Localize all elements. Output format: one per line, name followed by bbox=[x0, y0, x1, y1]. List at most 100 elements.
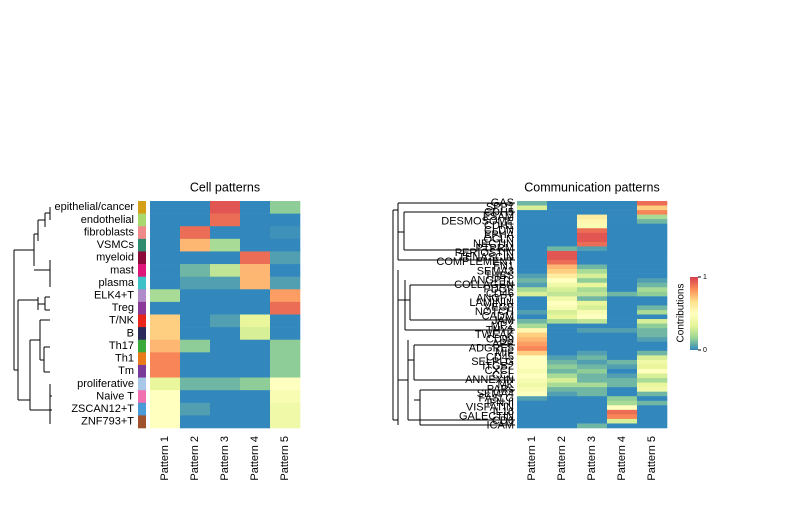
row-label: CADM bbox=[482, 311, 514, 323]
heatmap-cell bbox=[577, 232, 608, 238]
heatmap-cell bbox=[180, 213, 211, 227]
heatmap-cell bbox=[547, 273, 578, 279]
heatmap-cell bbox=[607, 201, 638, 206]
row-color bbox=[138, 314, 146, 328]
row-label: ELK4+T bbox=[94, 289, 134, 301]
row-label: TENASCIN bbox=[458, 252, 514, 264]
heatmap-cell bbox=[607, 282, 638, 288]
heatmap-cell bbox=[607, 273, 638, 279]
heatmap-cell bbox=[210, 301, 241, 315]
heatmap-cell bbox=[577, 364, 608, 370]
colorbar bbox=[690, 277, 698, 350]
heatmap-cell bbox=[240, 339, 271, 353]
row-dendrogram bbox=[392, 202, 515, 426]
heatmap-cell bbox=[180, 327, 211, 341]
heatmap-cell bbox=[547, 405, 578, 411]
heatmap-cell bbox=[517, 391, 548, 397]
heatmap-cell bbox=[517, 309, 548, 315]
heatmap-cell bbox=[150, 364, 181, 378]
heatmap-cell bbox=[270, 402, 301, 416]
heatmap-cell bbox=[180, 301, 211, 315]
column-label: Pattern 4 bbox=[616, 436, 628, 481]
heatmap-cell bbox=[180, 352, 211, 366]
heatmap-cell bbox=[547, 228, 578, 234]
heatmap-cell bbox=[270, 415, 301, 429]
heatmap-cell bbox=[517, 232, 548, 238]
heatmap-cell bbox=[517, 378, 548, 383]
heatmap-cell bbox=[270, 201, 301, 214]
heatmap-cell bbox=[210, 314, 241, 328]
row-label: GAS bbox=[491, 197, 514, 209]
row-color bbox=[138, 289, 146, 303]
heatmap-cell bbox=[180, 201, 211, 214]
heatmap-cell bbox=[150, 213, 181, 227]
heatmap-cell bbox=[637, 355, 668, 361]
heatmap-cell bbox=[517, 368, 548, 374]
row-label: mast bbox=[110, 264, 134, 276]
heatmap-cell bbox=[270, 238, 301, 252]
heatmap-cell bbox=[577, 237, 608, 243]
heatmap-cell bbox=[547, 359, 578, 365]
heatmap-cell bbox=[607, 305, 638, 311]
heatmap-cell bbox=[607, 414, 638, 420]
heatmap-cell bbox=[637, 396, 668, 402]
heatmap-cell bbox=[547, 418, 578, 424]
row-label: PERIOSTIN bbox=[455, 247, 514, 259]
heatmap-cell bbox=[637, 323, 668, 329]
heatmap-cell bbox=[240, 213, 271, 227]
heatmap-cell bbox=[547, 278, 578, 284]
heatmap-cell bbox=[607, 264, 638, 270]
row-label: COLLAGEN bbox=[454, 279, 514, 291]
heatmap-cell bbox=[240, 377, 271, 391]
row-label: THY1 bbox=[486, 324, 514, 336]
heatmap-cell bbox=[547, 364, 578, 370]
colorbar-tick-label: 0 bbox=[703, 347, 707, 354]
heatmap-cell bbox=[517, 346, 548, 352]
heatmap-cell bbox=[607, 214, 638, 220]
heatmap-cell bbox=[577, 219, 608, 224]
heatmap-cell bbox=[577, 355, 608, 361]
row-label: PTPRM bbox=[476, 243, 515, 255]
heatmap-cell bbox=[637, 282, 668, 288]
heatmap-cell bbox=[270, 314, 301, 328]
heatmap-cell bbox=[270, 364, 301, 378]
heatmap-cell bbox=[180, 415, 211, 429]
heatmap-cell bbox=[150, 352, 181, 366]
heatmap-cell bbox=[637, 269, 668, 274]
heatmap-cell bbox=[517, 364, 548, 370]
heatmap-cell bbox=[180, 264, 211, 277]
heatmap-cell bbox=[517, 382, 548, 388]
heatmap-cell bbox=[547, 423, 578, 429]
heatmap-cell bbox=[270, 213, 301, 227]
heatmap-cell bbox=[240, 276, 271, 290]
heatmap-cell bbox=[270, 289, 301, 303]
heatmap-cell bbox=[210, 352, 241, 366]
heatmap-cell bbox=[607, 341, 638, 347]
heatmap-cell bbox=[210, 251, 241, 265]
heatmap-cell bbox=[637, 246, 668, 252]
heatmap-cell bbox=[577, 418, 608, 424]
heatmap-cell bbox=[577, 210, 608, 215]
heatmap-cell bbox=[547, 241, 578, 247]
colorbar-label: Contributions bbox=[676, 284, 687, 343]
row-label: SELPLG bbox=[471, 356, 514, 368]
heatmap-cell bbox=[607, 328, 638, 333]
row-color bbox=[138, 238, 146, 252]
heatmap-cell bbox=[547, 409, 578, 415]
heatmap-cell bbox=[517, 264, 548, 270]
column-label: Pattern 5 bbox=[646, 436, 658, 481]
column-label: Pattern 4 bbox=[249, 436, 261, 481]
row-color bbox=[138, 276, 146, 290]
heatmap-cell bbox=[210, 377, 241, 391]
heatmap-cell bbox=[240, 226, 271, 240]
heatmap-cell bbox=[547, 223, 578, 229]
heatmap-cell bbox=[577, 405, 608, 411]
heatmap-cell bbox=[270, 339, 301, 353]
heatmap-cell bbox=[547, 282, 578, 288]
heatmap-cell bbox=[517, 405, 548, 411]
row-label: ANGPT bbox=[476, 293, 514, 305]
heatmap-cell bbox=[637, 223, 668, 229]
heatmap-cell bbox=[577, 400, 608, 406]
heatmap-cell bbox=[637, 237, 668, 243]
row-color bbox=[138, 377, 146, 391]
